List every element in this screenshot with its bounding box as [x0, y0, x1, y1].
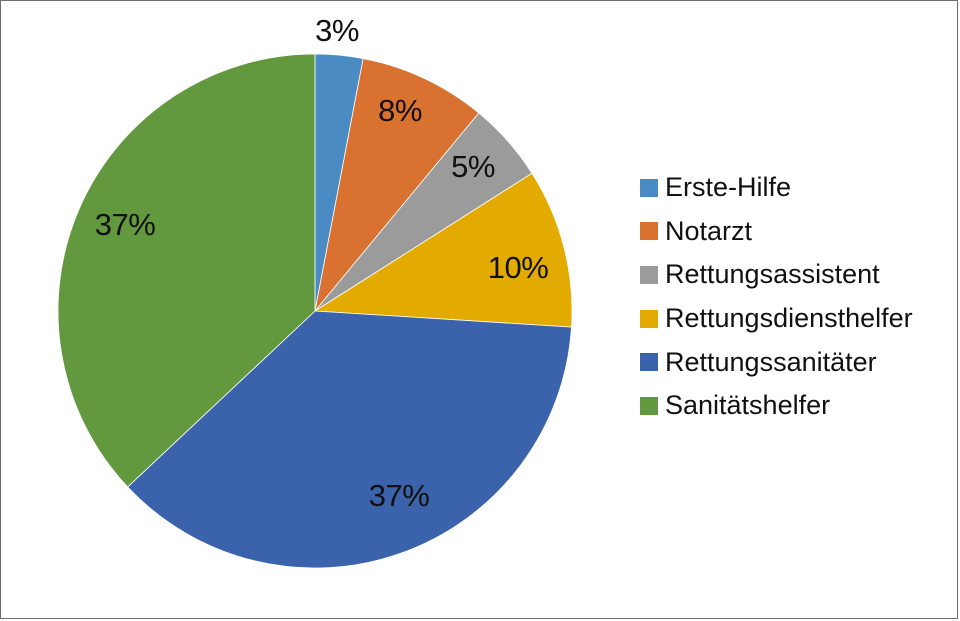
- legend-label: Rettungssanitäter: [665, 346, 877, 377]
- legend-item-erste-hilfe: Erste-Hilfe: [640, 166, 913, 210]
- legend-swatch-icon: [640, 396, 658, 415]
- legend-label: Rettungsdiensthelfer: [665, 303, 913, 334]
- slice-label-rettungssanitaeter: 37%: [368, 478, 430, 513]
- legend-item-rettungsdiensthelfer: Rettungsdiensthelfer: [640, 297, 913, 341]
- legend-label: Notarzt: [665, 215, 753, 246]
- slice-label-erste-hilfe: 3%: [315, 13, 359, 48]
- pie-slice-rettungsdiensthelfer: [313, 172, 573, 328]
- legend-label: Erste-Hilfe: [665, 172, 792, 203]
- legend-swatch-icon: [640, 265, 658, 284]
- legend-item-sanitaetshelfer: Sanitätshelfer: [640, 384, 913, 428]
- legend-item-notarzt: Notarzt: [640, 210, 913, 254]
- slice-label-sanitaetshelfer: 37%: [94, 207, 156, 242]
- slice-label-rettungsdiensthelfer: 10%: [487, 250, 549, 285]
- legend-item-rettungsassistent: Rettungsassistent: [640, 253, 913, 297]
- slice-label-rettungsassistent: 5%: [451, 149, 495, 184]
- slice-label-notarzt: 8%: [378, 93, 422, 128]
- pie-slice-rettungssanit-ter: [127, 310, 572, 569]
- pie-slice-notarzt: [314, 58, 480, 312]
- legend-swatch-icon: [640, 353, 658, 372]
- legend-swatch-icon: [640, 222, 658, 241]
- chart-legend: Erste-Hilfe Notarzt Rettungsassistent Re…: [640, 166, 913, 428]
- pie-slice-sanit-tshelfer: [57, 53, 316, 488]
- legend-swatch-icon: [640, 309, 658, 328]
- legend-item-rettungssanitaeter: Rettungssanitäter: [640, 340, 913, 384]
- legend-swatch-icon: [640, 178, 658, 197]
- legend-label: Sanitätshelfer: [665, 390, 831, 421]
- legend-label: Rettungsassistent: [665, 259, 880, 290]
